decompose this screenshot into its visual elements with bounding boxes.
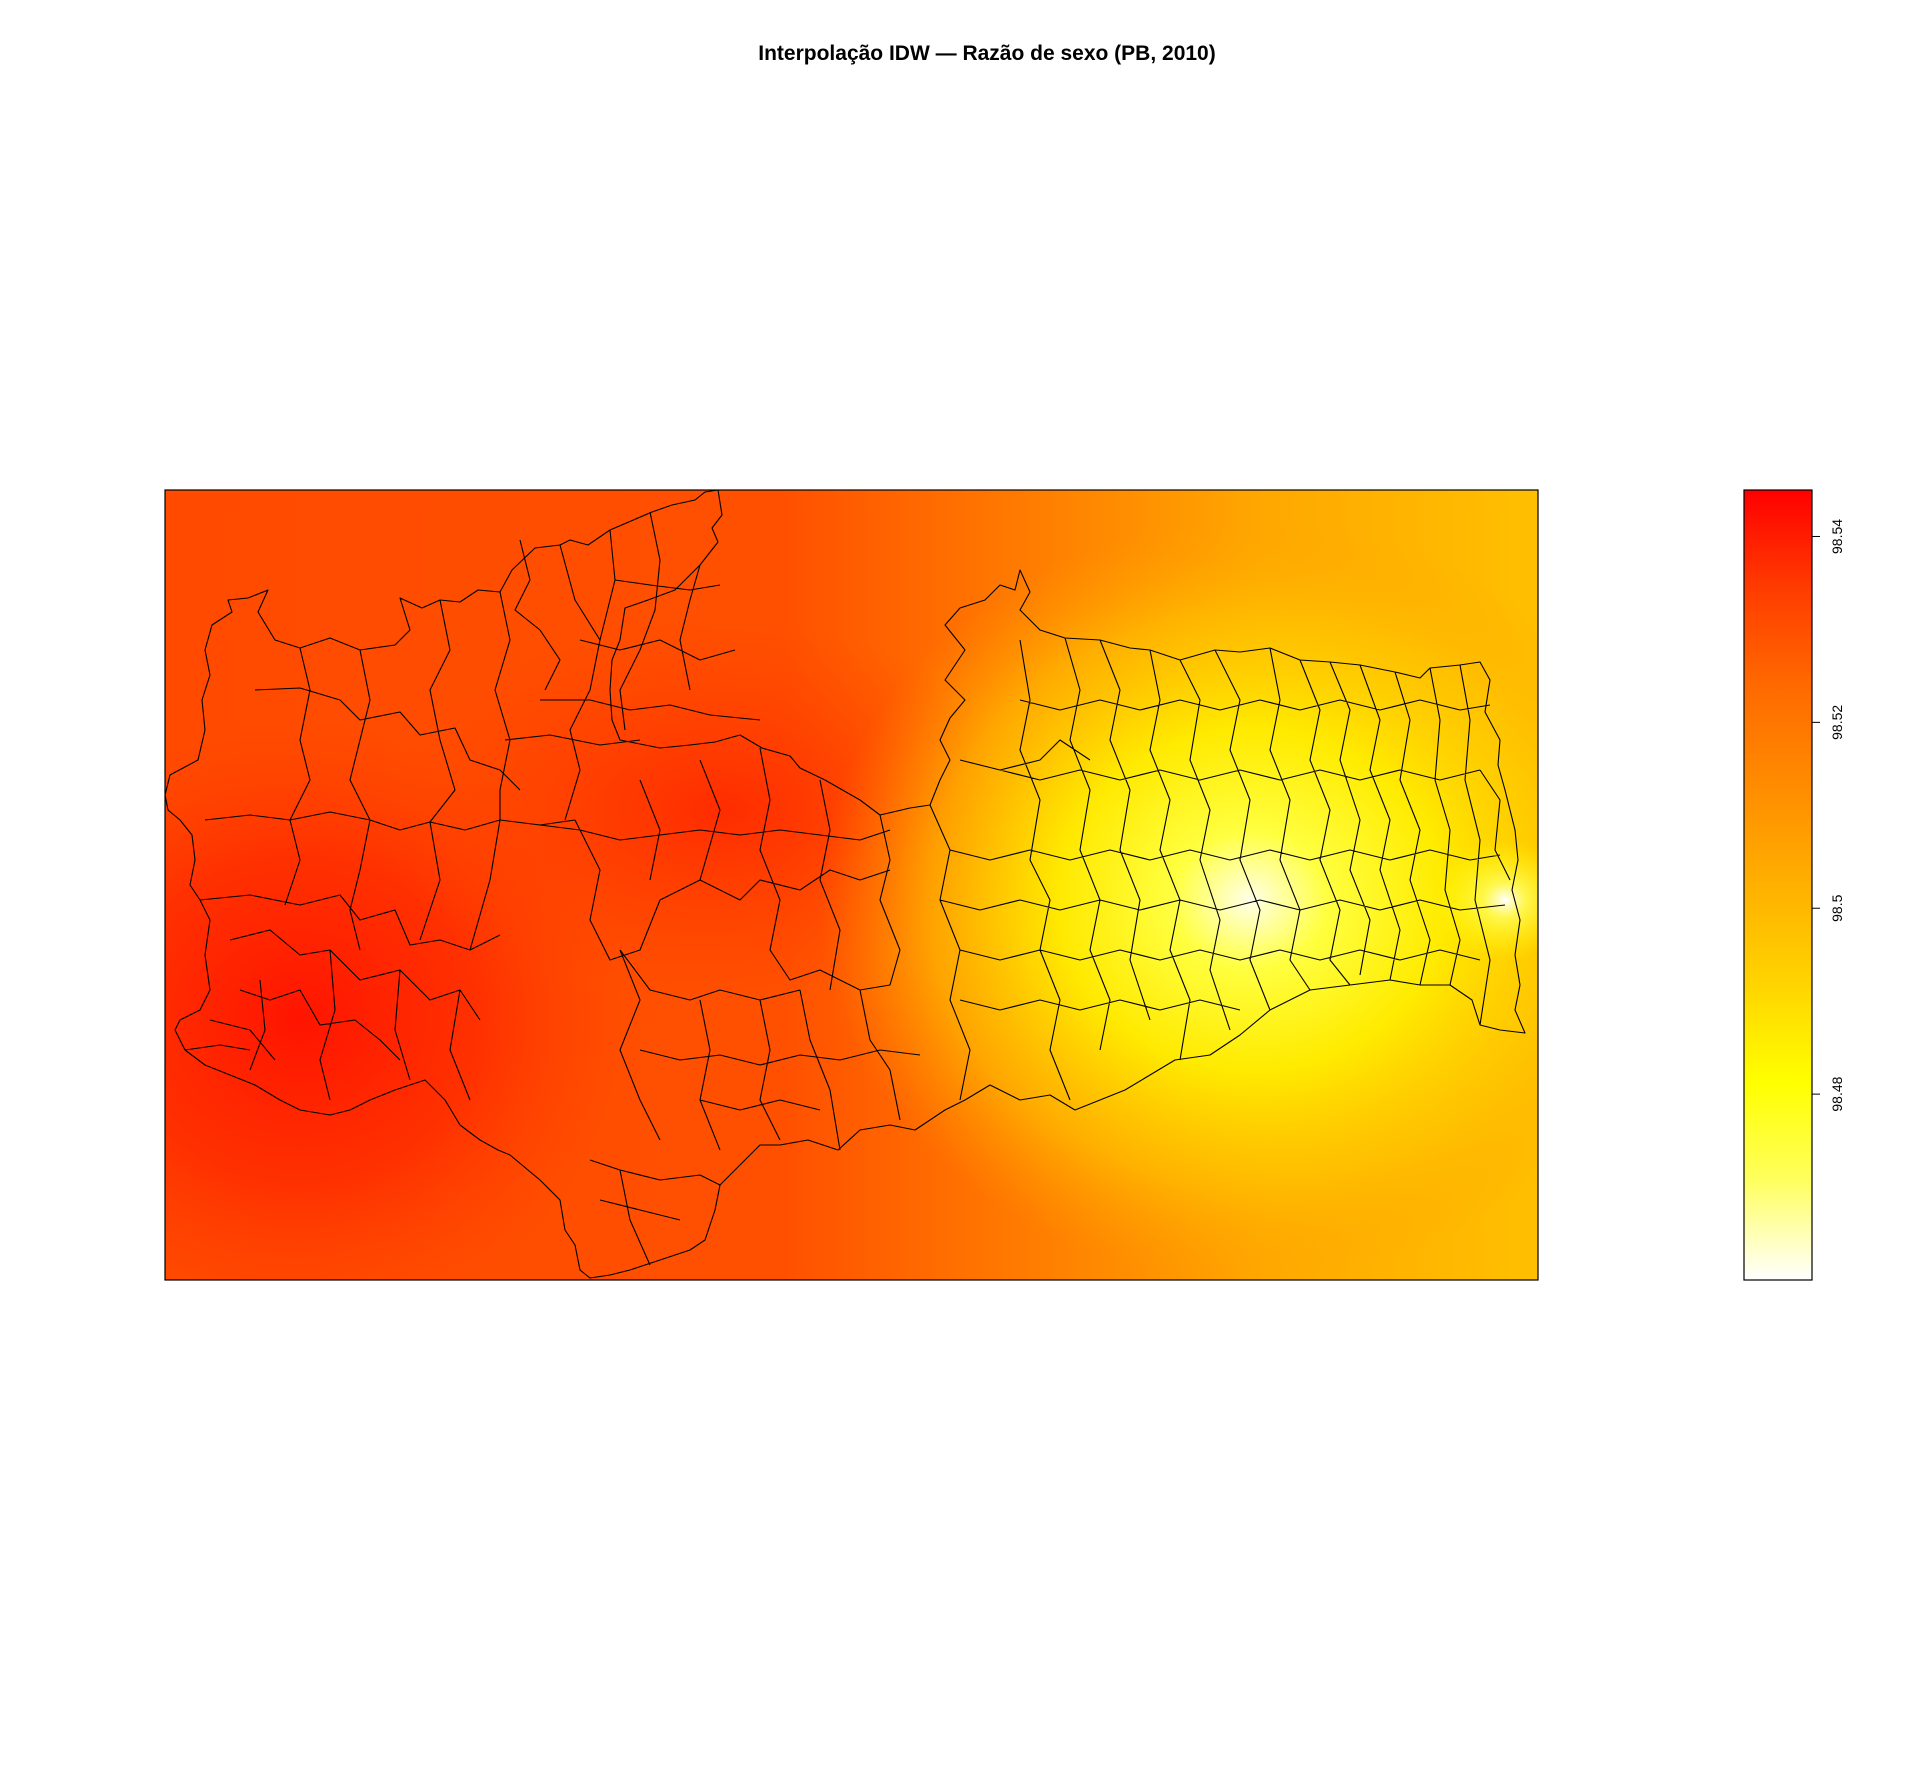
state-outline <box>165 490 1526 1279</box>
municipality-boundaries <box>165 490 1526 1279</box>
legend-tick-label: 98.52 <box>1829 705 1845 740</box>
legend-ticks: 98.54 98.52 98.5 98.48 <box>1812 519 1845 1112</box>
boundary-lines-center <box>539 747 921 1266</box>
boundary-lines-west <box>184 591 576 1101</box>
legend-tick-label: 98.5 <box>1829 894 1845 921</box>
legend-tick-label: 98.48 <box>1829 1076 1845 1111</box>
color-legend: 98.54 98.52 98.5 98.48 <box>1743 489 1845 1281</box>
boundary-lines-east <box>929 637 1511 1101</box>
map-panel-frame <box>164 489 1539 1281</box>
boundary-lines-north <box>504 511 761 821</box>
raster-coldspot-coast <box>1435 840 1538 960</box>
raster-coldspot-east <box>820 520 1538 1280</box>
raster-panel <box>165 490 1538 1280</box>
chart-title: Interpolação IDW — Razão de sexo (PB, 20… <box>758 42 1215 65</box>
legend-tick-label: 98.54 <box>1829 519 1845 554</box>
legend-frame <box>1743 489 1813 1281</box>
legend-color-bar <box>1744 490 1812 1280</box>
